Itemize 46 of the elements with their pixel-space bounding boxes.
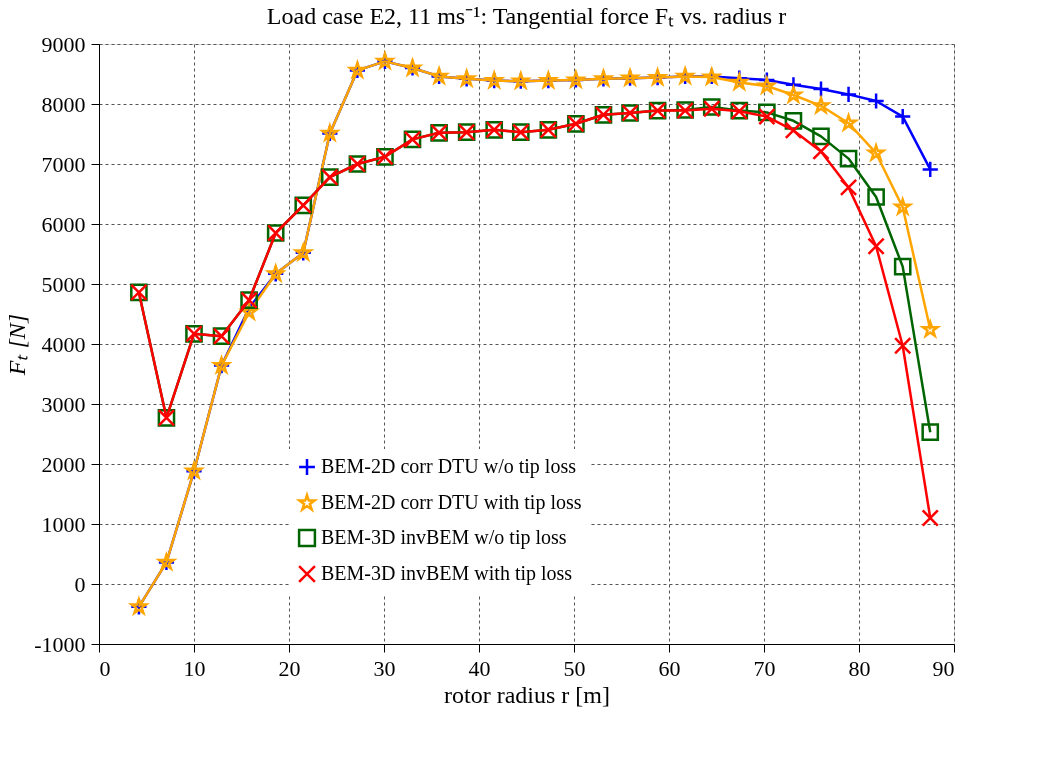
point [839,85,858,104]
point [867,188,885,206]
x-tick-label: 30 [373,655,396,681]
legend-label: BEM-3D invBEM with tip loss [321,562,573,585]
point [921,160,940,179]
x-tick-label: 50 [563,655,586,681]
point [812,142,830,161]
point [893,336,912,355]
x-tick-label: 40 [468,655,491,681]
point [867,237,885,256]
legend-label: BEM-2D corr DTU w/o tip loss [321,455,577,478]
x-tick-label: 10 [183,655,206,681]
point [758,107,776,126]
x-axis-title: rotor radius r [m] [444,681,610,708]
point [921,423,940,442]
y-tick-label: -1000 [34,631,86,657]
legend-label: BEM-2D corr DTU with tip loss [321,491,582,514]
y-tick-label: 7000 [41,151,86,177]
legend-label: BEM-3D invBEM w/o tip loss [321,526,567,549]
y-tick-label: 8000 [41,91,86,117]
x-tick-label: 80 [848,655,871,681]
y-tick-label: 0 [74,571,86,597]
y-tick-label: 2000 [41,451,86,477]
point [812,127,830,146]
point [893,107,912,126]
x-tick-label: 0 [99,655,111,681]
x-tick-label: 70 [753,655,776,681]
point [784,121,803,140]
x-tick-label: 90 [932,655,955,681]
point [893,257,912,276]
x-tick-label: 60 [658,655,681,681]
x-tick-label: 20 [278,655,301,681]
y-tick-label: 9000 [41,31,86,57]
point [812,80,830,98]
point [839,149,858,168]
chart-title: Load case E2, 11 ms⁻¹: Tangential force Fₜ vs. radius r [266,3,787,29]
y-tick-label: 4000 [41,331,86,357]
y-tick-label: 3000 [41,391,86,417]
y-axis-title: Fₜ [N] [4,313,31,377]
point [839,178,858,197]
point [867,92,885,110]
y-tick-label: 5000 [41,271,86,297]
y-tick-label: 1000 [41,511,86,537]
y-tick-label: 6000 [41,211,86,237]
point [921,509,940,527]
point [811,94,832,116]
